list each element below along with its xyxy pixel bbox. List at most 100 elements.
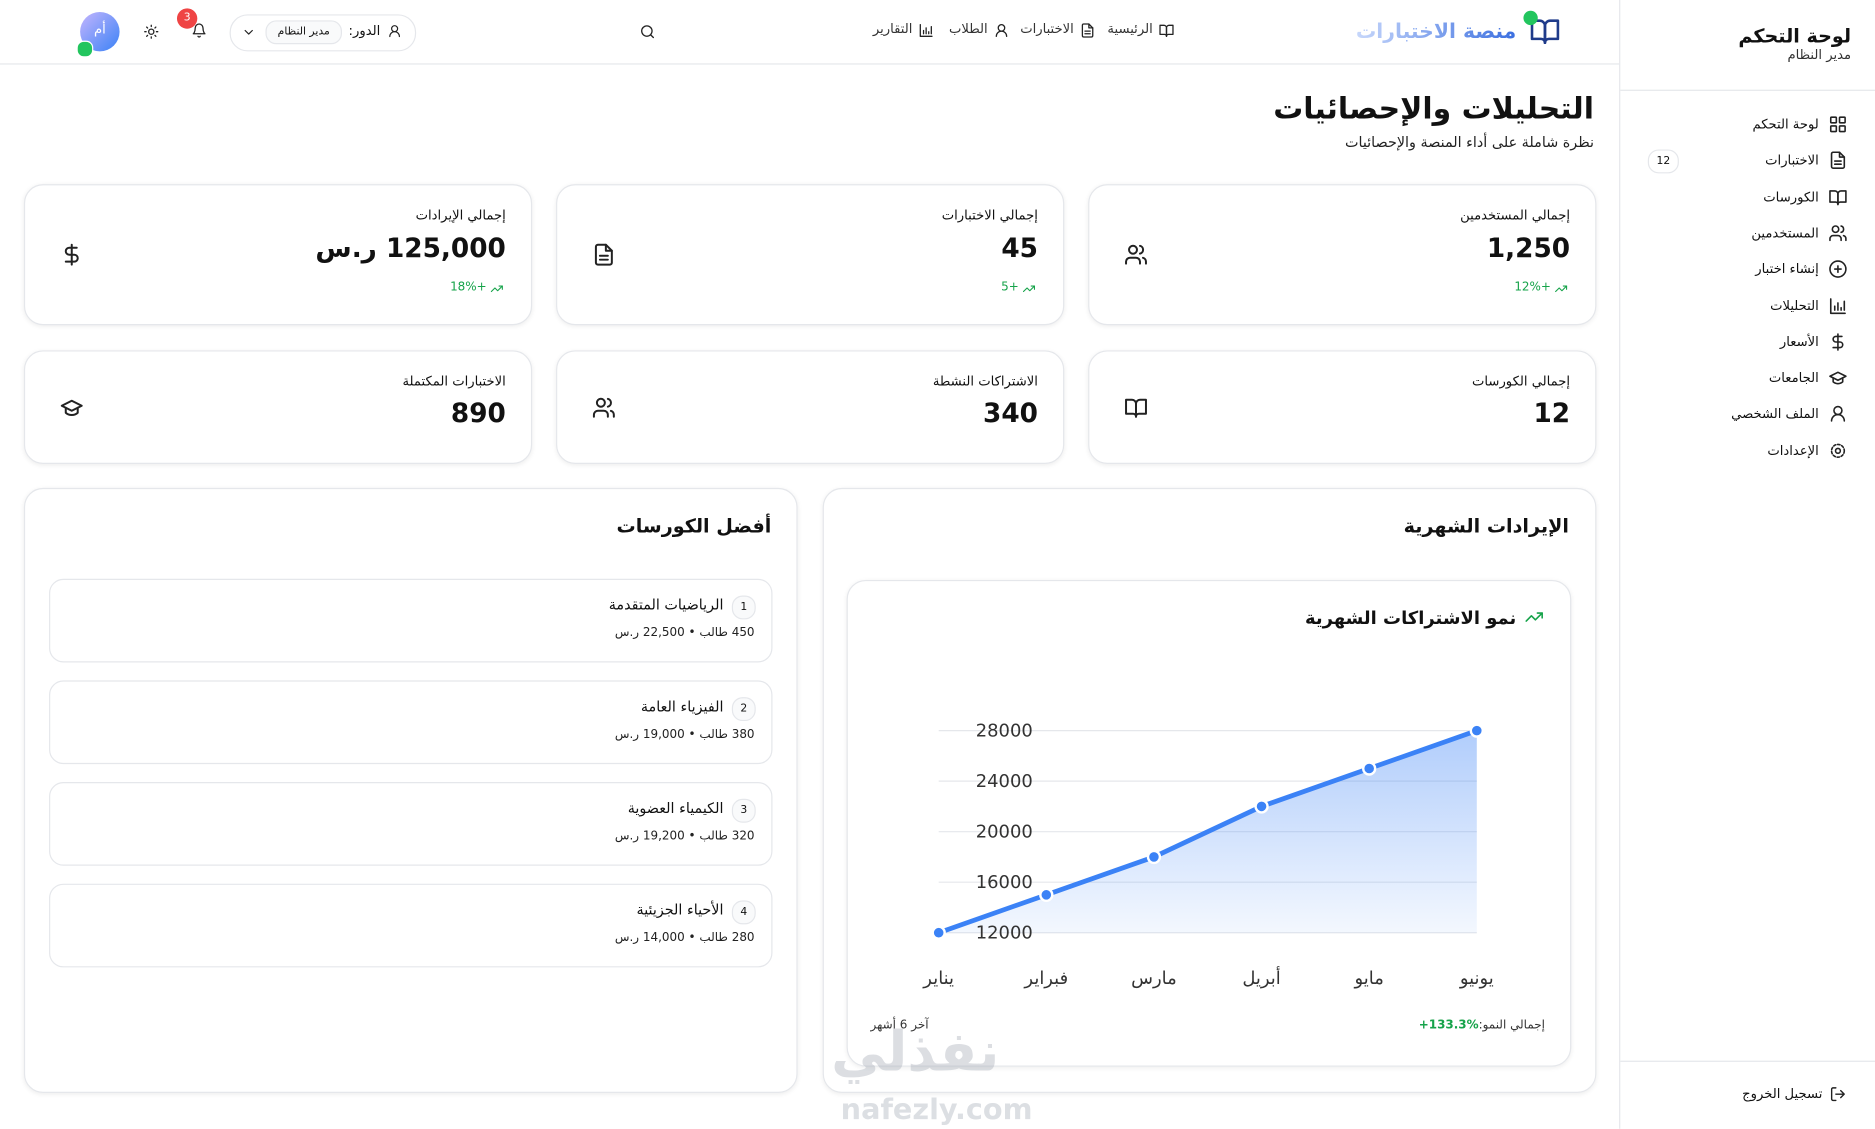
stat-change: +18% (450, 281, 487, 295)
stat-value: 12 (1533, 399, 1571, 430)
logout[interactable]: تسجيل الخروج (1742, 1086, 1823, 1102)
point (1146, 849, 1162, 865)
courses-panel (23, 487, 798, 1093)
notification-badge: 3 (176, 8, 198, 29)
role-value[interactable]: مدير النظام (265, 20, 342, 45)
nav-icon (995, 23, 1007, 37)
sidebar-title: لوحة التحكم (1738, 24, 1852, 48)
chart-period: آخر 6 أشهر (870, 1018, 929, 1032)
menu-item[interactable]: الاختبارات (1765, 152, 1819, 169)
y-tick-label: 28000 (976, 721, 1033, 742)
logout-icon (1830, 1087, 1845, 1102)
stat-card (23, 184, 533, 326)
course-name: الأحياء الجزيئية (636, 901, 724, 919)
role-selector[interactable] (229, 14, 417, 52)
stat-value: 890 (450, 399, 506, 430)
x-tick-label: مايو (1354, 968, 1384, 989)
x-tick-label: يونيو (1459, 968, 1494, 989)
sidebar-divider (1620, 89, 1875, 91)
course-meta: 450 طالب • 22,500 ر.س (614, 626, 755, 640)
stat-label: إجمالي الاختبارات (941, 207, 1038, 223)
sidebar-subtitle: مدير النظام (1787, 47, 1852, 63)
course-meta: 320 طالب • 19,200 ر.س (614, 829, 755, 844)
footer-label: إجمالي النمو: (1478, 1018, 1545, 1032)
nav-icon (919, 23, 933, 37)
stat-card (556, 184, 1065, 326)
stat-label: الاختبارات المكتملة (402, 373, 506, 390)
menu-item[interactable]: الإعدادات (1767, 442, 1819, 459)
course-meta: 380 طالب • 19,000 ر.س (614, 728, 755, 742)
menu-icon (1830, 406, 1846, 423)
bell (192, 22, 205, 38)
nav-item[interactable]: التقارير (872, 20, 913, 37)
course-item[interactable] (49, 578, 773, 663)
course-name: الكيمياء العضوية (627, 799, 724, 817)
sidebar (1619, 0, 1875, 1129)
point (1469, 723, 1484, 738)
stat-icon (592, 397, 615, 418)
panel-title: أفضل الكورسات (616, 514, 772, 538)
course-name: الفيزياء العامة (640, 698, 724, 715)
nav-item[interactable]: الاختبارات (1020, 20, 1074, 37)
menu-item[interactable]: إنشاء اختبار (1755, 261, 1819, 277)
course-meta: 280 طالب • 14,000 ر.س (614, 931, 755, 945)
role-label: الدور: (348, 23, 381, 39)
menu-icon (1832, 332, 1844, 351)
course-rank: 2 (731, 697, 756, 722)
stat-label: إجمالي المستخدمين (1460, 207, 1571, 223)
nav-item[interactable]: الرئيسية (1107, 20, 1153, 37)
x-tick-label: فبراير (1023, 968, 1068, 989)
nav-icon (1081, 22, 1093, 38)
x-tick-label: يناير (922, 968, 954, 989)
footer-value: +133.3% (1414, 1018, 1479, 1032)
menu-icon (1830, 443, 1846, 458)
menu-item[interactable]: الجامعات (1768, 370, 1819, 386)
stat-value: 1,250 (1486, 234, 1571, 265)
menu-icon (1829, 116, 1846, 133)
stat-value: 125,000 ر.س (315, 234, 506, 265)
course-name: الرياضيات المتقدمة (608, 596, 724, 614)
stat-label: الاشتراكات النشطة (932, 373, 1038, 390)
sidebar-divider (1620, 1060, 1875, 1062)
nav-item[interactable]: الطلاب (949, 20, 988, 37)
course-item[interactable] (49, 680, 773, 765)
watermark-logo: نفذلي (831, 1019, 1000, 1084)
menu-icon (1829, 225, 1847, 242)
stat-icon (60, 399, 83, 416)
menu-item[interactable]: الملف الشخصي (1731, 406, 1819, 422)
menu-icon (1829, 189, 1847, 205)
course-item[interactable] (49, 782, 773, 866)
menu-item[interactable]: التحليلات (1770, 297, 1819, 314)
menu-item[interactable]: الكورسات (1763, 188, 1819, 205)
trend-icon (1554, 284, 1567, 292)
menu-item[interactable]: الأسعار (1779, 333, 1819, 350)
stat-label: إجمالي الكورسات (1472, 373, 1571, 390)
menu-icon (1829, 297, 1846, 314)
menu-item[interactable]: لوحة التحكم (1752, 116, 1819, 133)
header (0, 0, 1620, 65)
stat-value: 340 (983, 399, 1038, 430)
menu-icon (1830, 151, 1846, 170)
page-title: التحليلات والإحصائيات (1273, 90, 1594, 126)
line (937, 728, 1478, 935)
trend-icon (1022, 284, 1035, 292)
page-subtitle: نظرة شاملة على أداء المنصة والإحصائيات (1344, 133, 1594, 151)
menu-item[interactable]: المستخدمين (1751, 225, 1819, 241)
stat-icon (64, 243, 79, 266)
stat-change: +12% (1514, 281, 1551, 295)
stat-card (556, 350, 1065, 464)
course-rank: 1 (731, 595, 756, 620)
point (1362, 761, 1377, 776)
theme-toggle (143, 23, 158, 39)
brand: منصة الاختبارات (1355, 20, 1517, 45)
trend-icon (490, 284, 503, 292)
trend-icon (1525, 612, 1543, 622)
menu-icon (1829, 260, 1847, 279)
stat-icon (1125, 398, 1147, 418)
status-dot (76, 40, 94, 58)
role-icon (389, 25, 400, 38)
course-item[interactable] (49, 883, 773, 968)
brand-dot (1523, 10, 1538, 26)
